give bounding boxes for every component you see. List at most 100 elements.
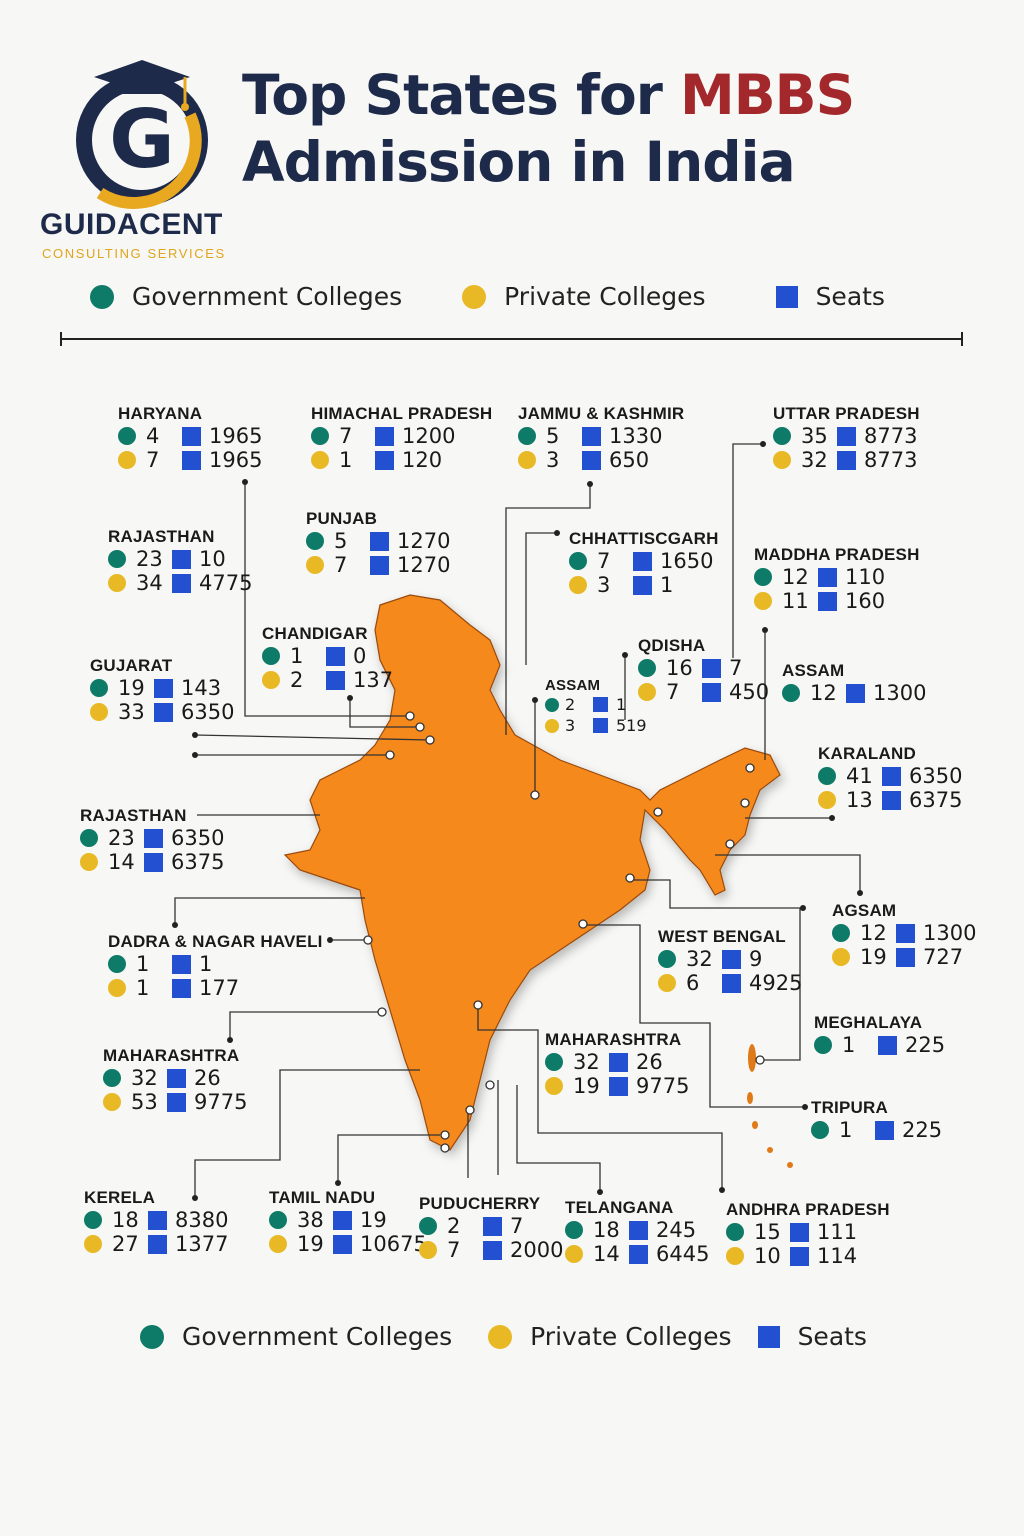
government-row: 18 245	[565, 1218, 709, 1242]
seat-count: 8773	[864, 424, 918, 448]
private-college-count: 27	[112, 1232, 139, 1256]
seat-count: 10	[199, 547, 226, 571]
government-dot-icon	[118, 427, 136, 445]
private-college-count: 19	[573, 1074, 600, 1098]
private-dot-icon	[80, 853, 98, 871]
private-college-count: 11	[782, 589, 809, 613]
state-card: CHHATTISCGARH 7 1650 3 1	[569, 529, 719, 597]
seat-count: 450	[729, 680, 770, 704]
seats-square-icon	[878, 1035, 897, 1055]
legend-private: Private Colleges	[462, 282, 706, 311]
government-dot-icon	[638, 659, 656, 677]
private-college-count: 7	[666, 680, 680, 704]
private-row: 10 114	[726, 1244, 890, 1268]
private-dot-icon	[311, 451, 329, 469]
seats-square-icon	[144, 852, 163, 872]
private-dot-icon	[518, 451, 536, 469]
seats-square-icon	[896, 923, 915, 943]
government-college-count: 2	[565, 695, 576, 714]
seat-count: 727	[923, 945, 964, 969]
government-college-count: 7	[339, 424, 353, 448]
seat-count: 1270	[397, 553, 451, 577]
seats-square-icon	[593, 718, 608, 733]
state-name: AGSAM	[832, 901, 897, 920]
government-college-count: 41	[846, 764, 873, 788]
seat-count: 6375	[171, 850, 225, 874]
seat-count: 245	[656, 1218, 697, 1242]
seats-square-icon	[182, 450, 201, 470]
seat-count: 650	[609, 448, 650, 472]
government-dot-icon	[545, 697, 559, 712]
legend-seats: Seats	[775, 282, 885, 311]
government-row: 12 1300	[782, 681, 926, 705]
seat-count: 1965	[209, 448, 263, 472]
seat-count: 1	[660, 573, 674, 597]
state-card: HIMACHAL PRADESH 7 1200 1 120	[311, 404, 492, 472]
state-name: UTTAR PRADESH	[773, 404, 920, 423]
private-dot-icon	[90, 703, 108, 721]
private-dot-icon	[488, 1324, 513, 1349]
seats-square-icon	[182, 426, 201, 446]
government-college-count: 1	[839, 1118, 853, 1142]
government-dot-icon	[773, 427, 791, 445]
government-college-count: 23	[108, 826, 135, 850]
page-title: Top States for MBBS Admission in India	[242, 62, 855, 196]
state-card: AGSAM 12 1300 19 727	[832, 901, 976, 969]
government-college-count: 19	[118, 676, 145, 700]
government-row: 5 1270	[306, 529, 450, 553]
government-dot-icon	[84, 1211, 102, 1229]
state-name: HIMACHAL PRADESH	[311, 404, 493, 423]
private-row: 7 1965	[118, 448, 262, 472]
seat-count: 1377	[175, 1232, 229, 1256]
private-college-count: 10	[754, 1244, 781, 1268]
seat-count: 160	[845, 589, 886, 613]
state-name: HARYANA	[118, 404, 203, 423]
seat-count: 2000	[510, 1238, 564, 1262]
seats-square-icon	[483, 1216, 502, 1236]
state-card: ANDHRA PRADESH 15 111 10 114	[726, 1200, 890, 1268]
government-dot-icon	[569, 552, 587, 570]
private-dot-icon	[565, 1245, 583, 1263]
private-dot-icon	[419, 1241, 437, 1259]
state-card: TELANGANA 18 245 14 6445	[565, 1198, 709, 1266]
government-dot-icon	[754, 568, 772, 586]
seats-square-icon	[896, 947, 915, 967]
private-dot-icon	[262, 671, 280, 689]
private-college-count: 53	[131, 1090, 158, 1114]
government-row: 15 111	[726, 1220, 890, 1244]
government-dot-icon	[658, 950, 676, 968]
state-card: CHANDIGAR 1 0 2 137	[262, 624, 393, 692]
government-row: 12 1300	[832, 921, 976, 945]
government-dot-icon	[419, 1217, 437, 1235]
state-card: DADRA & NAGAR HAVELI 1 1 1 177	[108, 932, 323, 1000]
private-row: 2 137	[262, 668, 393, 692]
private-row: 19 9775	[545, 1074, 689, 1098]
seats-square-icon	[609, 1076, 628, 1096]
private-dot-icon	[569, 576, 587, 594]
state-card: RAJASTHAN 23 6350 14 6375	[80, 806, 224, 874]
private-row: 14 6445	[565, 1242, 709, 1266]
private-dot-icon	[84, 1235, 102, 1253]
seats-square-icon	[722, 949, 741, 969]
legend-label: Private Colleges	[504, 282, 706, 311]
brand-name: GUIDACENT	[40, 208, 223, 241]
legend-bottom: Government Colleges Private Colleges Sea…	[140, 1322, 867, 1351]
state-card: HARYANA 4 1965 7 1965	[118, 404, 262, 472]
legend-government: Government Colleges	[140, 1322, 452, 1351]
state-card: JAMMU & KASHMIR 5 1330 3 650	[518, 404, 684, 472]
government-college-count: 5	[334, 529, 348, 553]
state-name: GUJARAT	[90, 656, 173, 675]
government-row: 32 26	[103, 1066, 247, 1090]
government-dot-icon	[811, 1121, 829, 1139]
seats-square-icon	[882, 790, 901, 810]
seat-count: 7	[729, 656, 743, 680]
state-name: ANDHRA PRADESH	[726, 1200, 890, 1219]
government-row: 35 8773	[773, 424, 920, 448]
legend-government: Government Colleges	[90, 282, 402, 311]
private-row: 33 6350	[90, 700, 234, 724]
private-college-count: 2	[290, 668, 304, 692]
seat-count: 1300	[923, 921, 977, 945]
state-card: WEST BENGAL 32 9 6 4925	[658, 927, 802, 995]
